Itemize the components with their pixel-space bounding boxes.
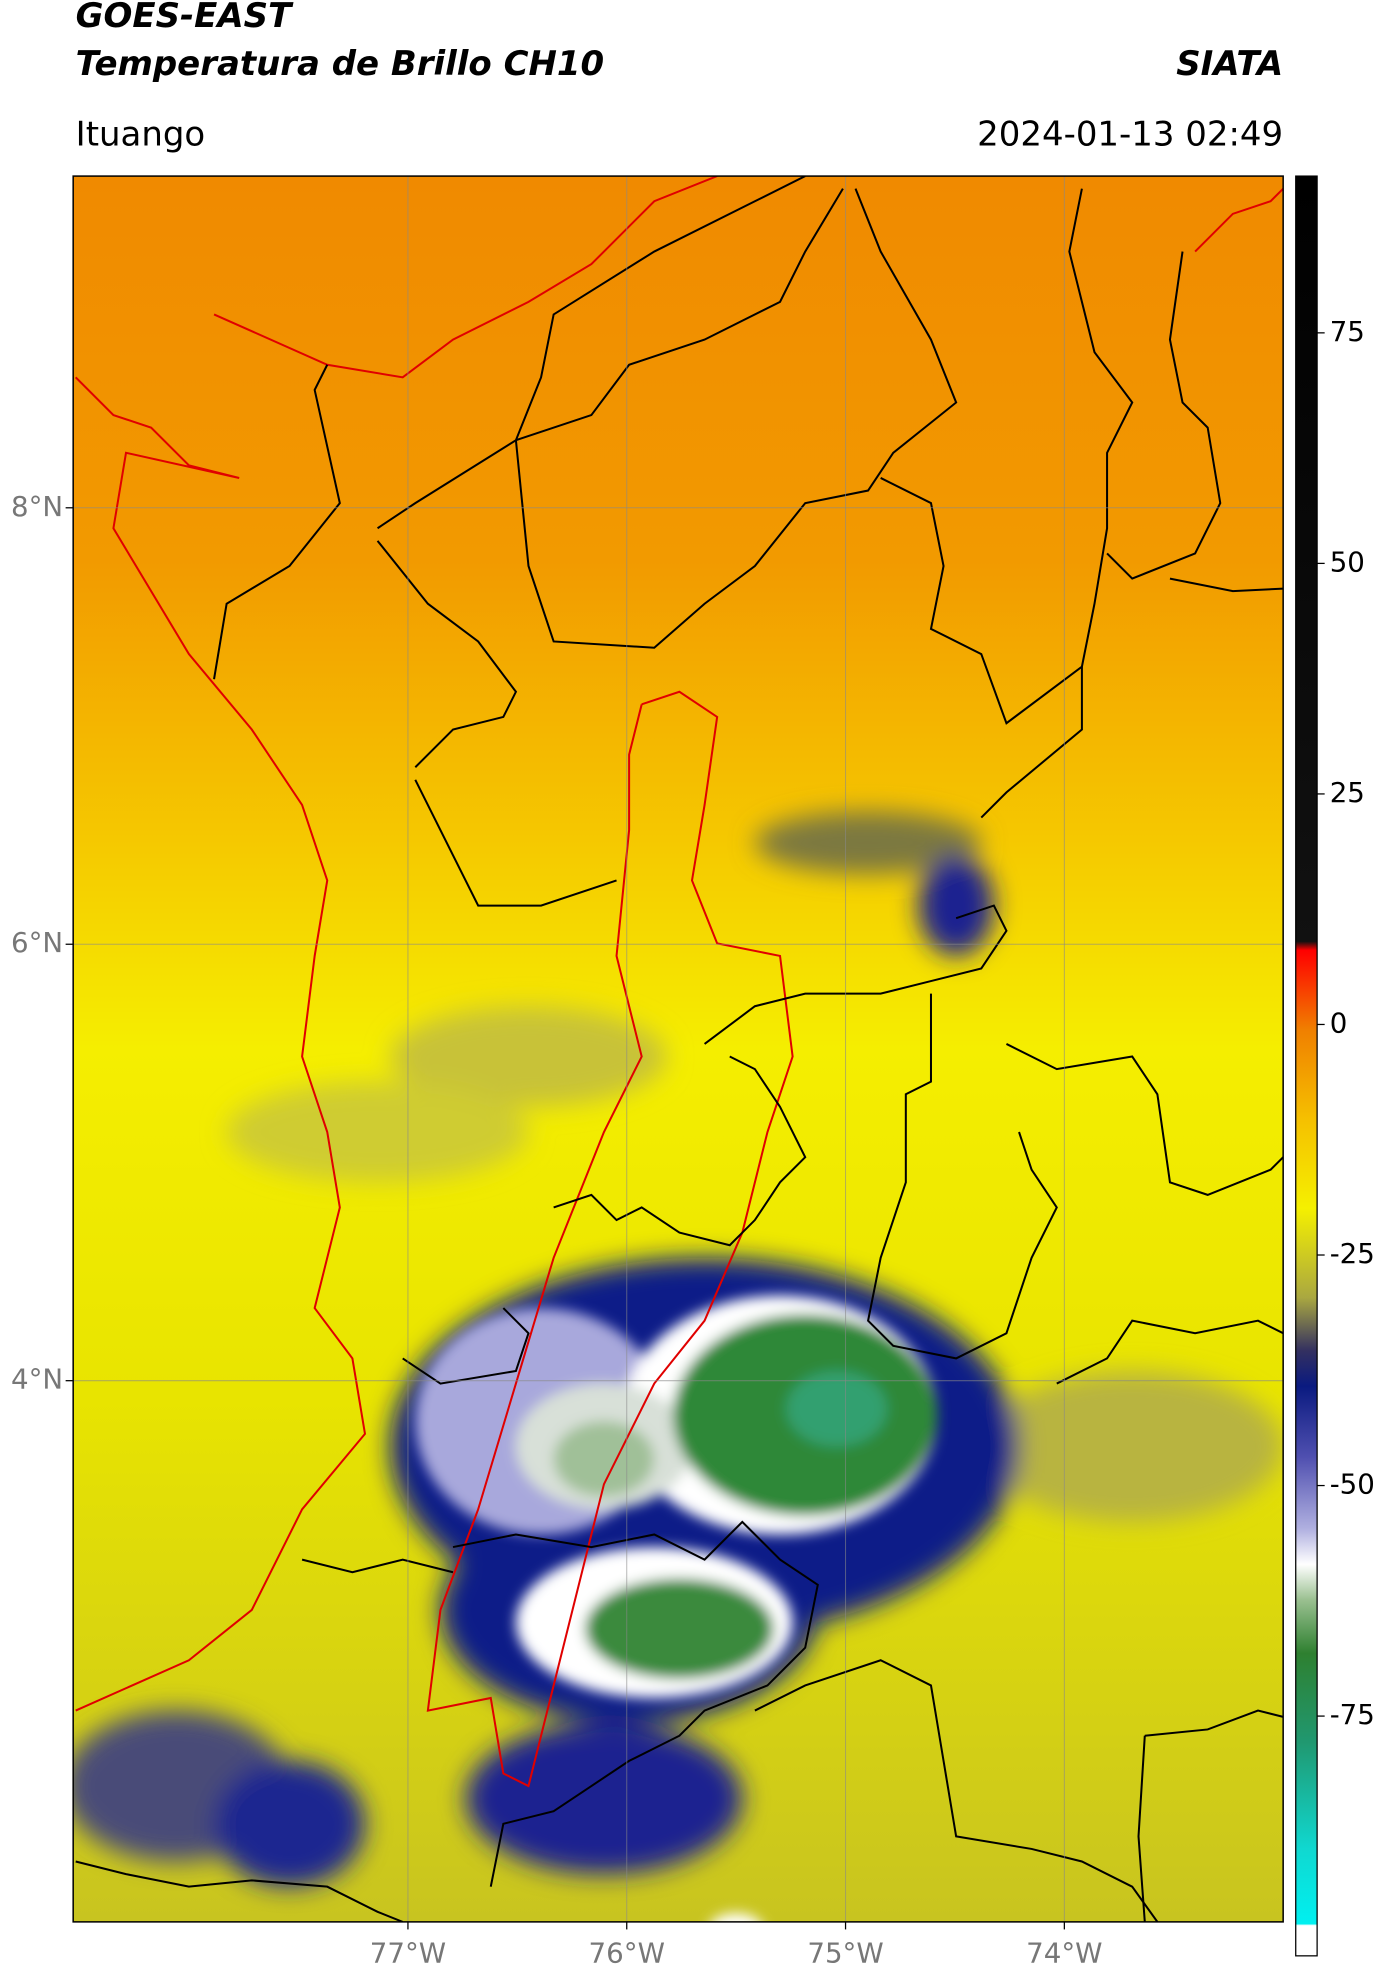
x-tick-label: 77°W <box>370 1937 446 1970</box>
colorbar-tick-label: -50 <box>1330 1468 1375 1501</box>
title: GOES-EAST <box>76 0 294 36</box>
subtitle: Temperatura de Brillo CH10 <box>76 44 604 84</box>
x-tick-label: 74°W <box>1026 1937 1102 1970</box>
location: Ituango <box>76 114 206 154</box>
map-image <box>73 176 1284 1922</box>
y-tick-label: 8°N <box>11 490 63 523</box>
colorbar <box>1295 175 1318 1957</box>
y-tick-label: 4°N <box>11 1363 63 1396</box>
x-tick-label: 76°W <box>589 1937 665 1970</box>
colorbar-tick-label: -25 <box>1330 1237 1375 1270</box>
y-tick-label: 6°N <box>11 926 63 959</box>
map-frame <box>72 175 1284 1923</box>
colorbar-tick-label: 25 <box>1330 776 1365 809</box>
source: SIATA <box>1176 44 1283 84</box>
grid <box>73 176 1284 1922</box>
x-tick-label: 75°W <box>807 1937 883 1970</box>
colorbar-tick-label: 75 <box>1330 315 1365 348</box>
colorbar-tick-label: -75 <box>1330 1698 1375 1731</box>
colorbar-tick-label: 50 <box>1330 545 1365 578</box>
datetime: 2024-01-13 02:49 <box>977 114 1283 154</box>
colorbar-tick-label: 0 <box>1330 1006 1348 1039</box>
